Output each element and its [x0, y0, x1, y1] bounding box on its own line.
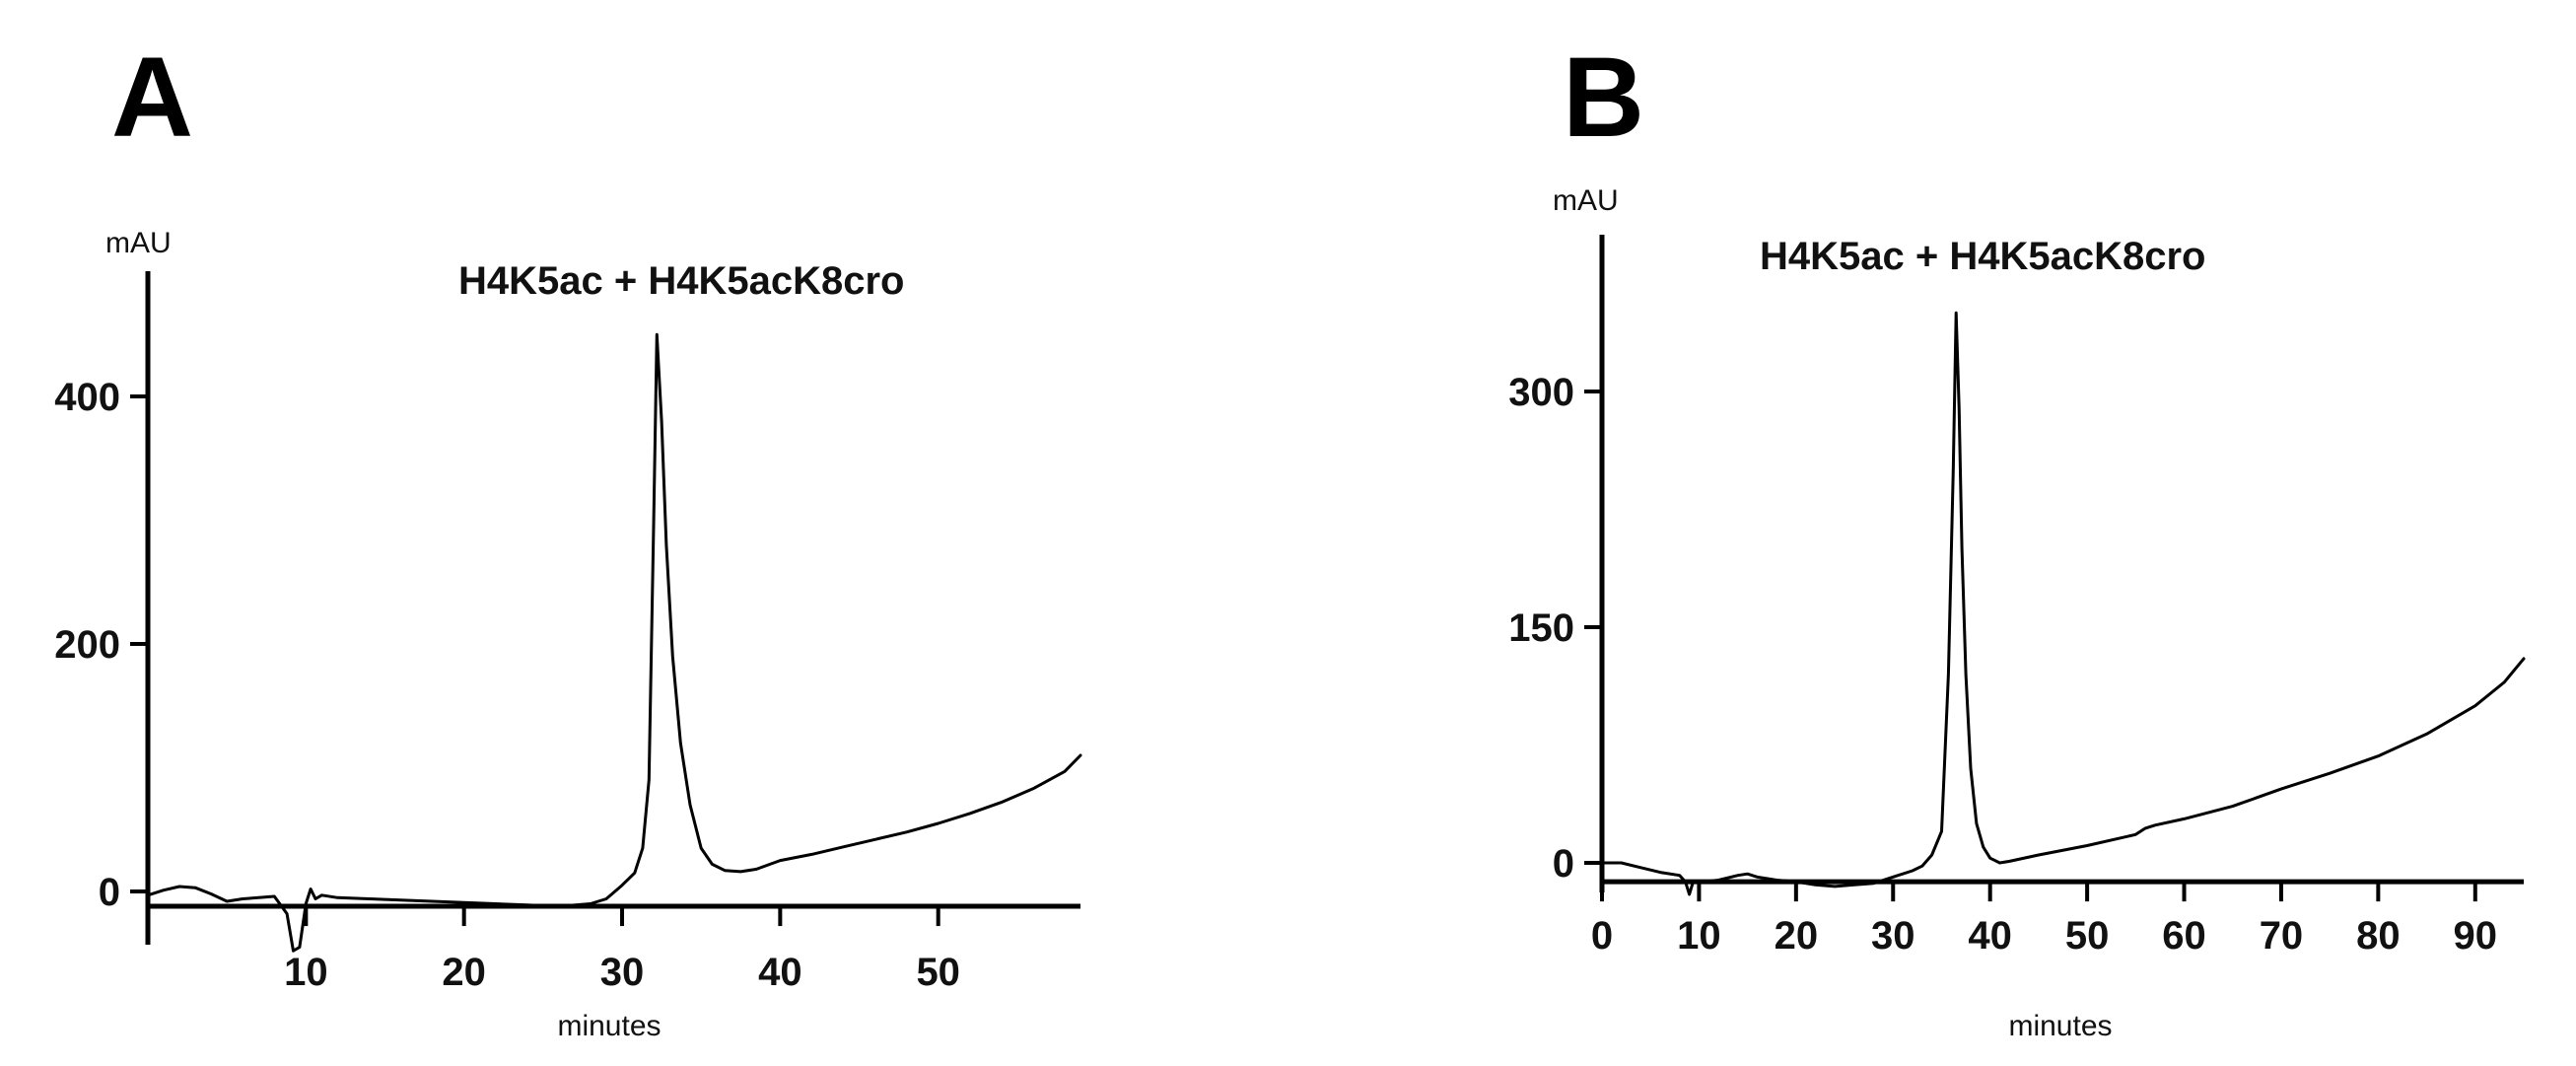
x-tick-label-b-30: 30 [1871, 914, 1915, 958]
x-tick-label-b-70: 70 [2260, 914, 2304, 958]
x-tick-label-b-0: 0 [1591, 914, 1613, 958]
ticks-a: 0 200 400 10 20 30 40 50 [54, 376, 960, 994]
y-tick-label-a-0: 0 [99, 871, 120, 914]
x-tick-label-b-50: 50 [2065, 914, 2110, 958]
y-tick-label-b-300: 300 [1508, 371, 1574, 414]
x-tick-label-b-20: 20 [1775, 914, 1819, 958]
chart-panel-a: A mAU H4K5ac + H4K5acK8cro minutes 0 200 4… [54, 35, 1082, 1042]
x-tick-label-b-40: 40 [1968, 914, 2012, 958]
y-tick-label-a-400: 400 [54, 376, 120, 419]
ticks-b: 0 150 300 0 10 20 30 40 50 60 70 80 90 [1508, 371, 2497, 958]
x-tick-label-b-80: 80 [2356, 914, 2401, 958]
x-tick-label-a-50: 50 [916, 951, 960, 994]
chromatogram-trace-a [146, 332, 1082, 953]
x-tick-label-b-90: 90 [2454, 914, 2498, 958]
y-tick-label-b-0: 0 [1553, 842, 1574, 886]
x-tick-label-a-20: 20 [442, 951, 486, 994]
chromatogram-trace-b [1600, 311, 2526, 896]
axes-a [145, 271, 1080, 945]
chart-panel-b: B mAU H4K5ac + H4K5acK8cro minutes 0 150 3… [1508, 35, 2526, 1042]
x-tick-label-b-60: 60 [2162, 914, 2206, 958]
x-axis-title-b: minutes [2008, 1010, 2112, 1042]
chart-title-b: H4K5ac + H4K5acK8cro [1760, 235, 2205, 278]
chart-title-a: H4K5ac + H4K5acK8cro [458, 259, 904, 303]
y-axis-unit-label-a: mAU [105, 227, 172, 259]
panel-letter-a: A [111, 35, 193, 161]
plot-area-a [146, 332, 1082, 953]
y-axis-unit-label-b: mAU [1553, 184, 1619, 217]
plot-area-b [1600, 311, 2526, 896]
y-tick-label-a-200: 200 [54, 623, 120, 667]
x-tick-label-b-10: 10 [1677, 914, 1721, 958]
x-tick-label-a-30: 30 [600, 951, 645, 994]
axes-b [1599, 235, 2524, 892]
x-axis-title-a: minutes [557, 1010, 661, 1042]
x-tick-label-a-10: 10 [284, 951, 328, 994]
panel-letter-b: B [1563, 35, 1644, 161]
y-tick-label-b-150: 150 [1508, 606, 1574, 650]
x-tick-label-a-40: 40 [758, 951, 802, 994]
